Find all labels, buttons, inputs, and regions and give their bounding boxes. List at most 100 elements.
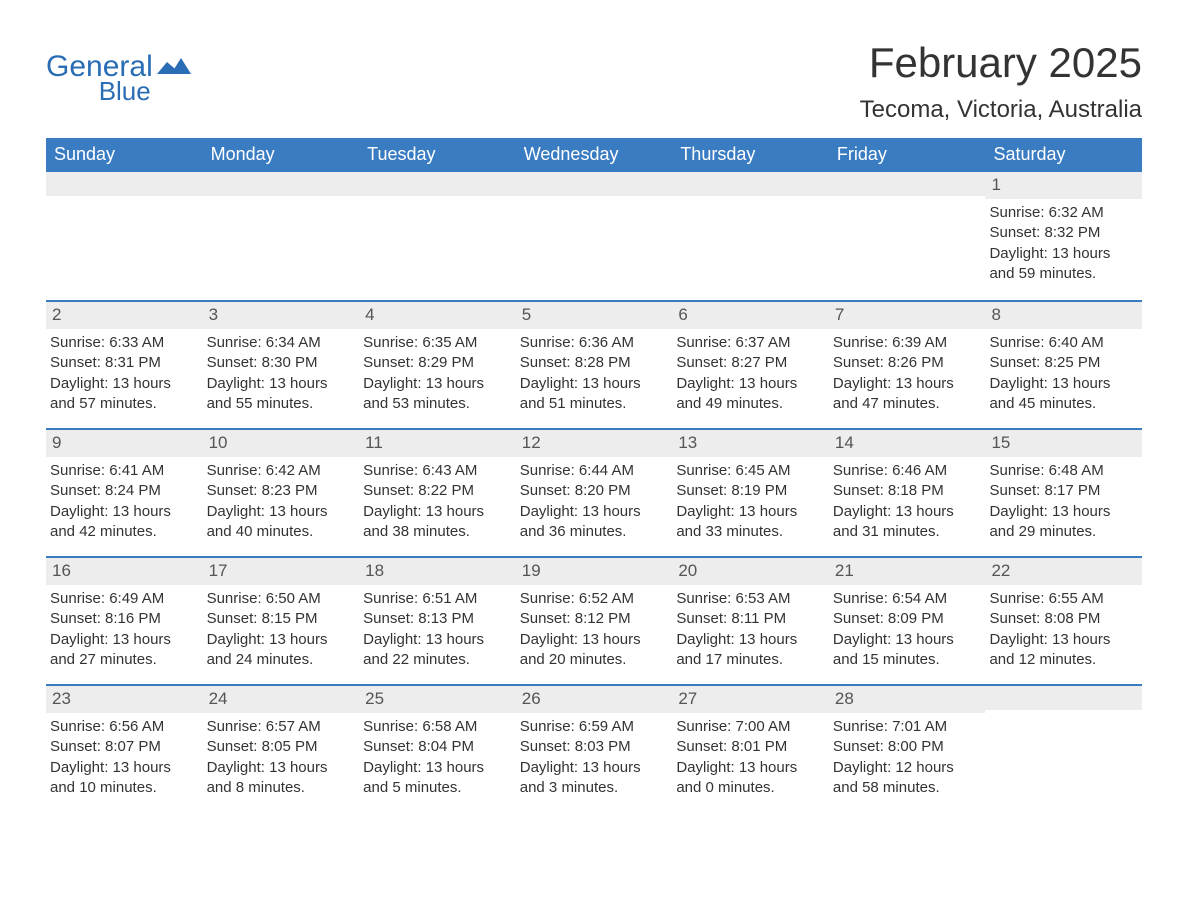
day-number: 27 (672, 686, 829, 713)
day-number: 14 (829, 430, 986, 457)
day-daylight1: Daylight: 13 hours (676, 502, 823, 522)
day-sunset: Sunset: 8:30 PM (207, 353, 354, 373)
day-cell: 12Sunrise: 6:44 AMSunset: 8:20 PMDayligh… (516, 430, 673, 556)
day-cell: 20Sunrise: 6:53 AMSunset: 8:11 PMDayligh… (672, 558, 829, 684)
day-sunset: Sunset: 8:05 PM (207, 737, 354, 757)
day-daylight2: and 17 minutes. (676, 650, 823, 670)
day-daylight2: and 40 minutes. (207, 522, 354, 542)
flag-icon (157, 56, 191, 84)
day-daylight1: Daylight: 12 hours (833, 758, 980, 778)
day-sunrise: Sunrise: 6:54 AM (833, 589, 980, 609)
day-daylight2: and 10 minutes. (50, 778, 197, 798)
day-cell (672, 172, 829, 300)
day-cell: 19Sunrise: 6:52 AMSunset: 8:12 PMDayligh… (516, 558, 673, 684)
day-number: 19 (516, 558, 673, 585)
day-daylight1: Daylight: 13 hours (207, 758, 354, 778)
day-number: 2 (46, 302, 203, 329)
day-header-row: SundayMondayTuesdayWednesdayThursdayFrid… (46, 138, 1142, 172)
day-sunrise: Sunrise: 6:40 AM (989, 333, 1136, 353)
day-cell: 18Sunrise: 6:51 AMSunset: 8:13 PMDayligh… (359, 558, 516, 684)
day-cell (516, 172, 673, 300)
day-daylight2: and 36 minutes. (520, 522, 667, 542)
day-sunset: Sunset: 8:15 PM (207, 609, 354, 629)
day-cell: 21Sunrise: 6:54 AMSunset: 8:09 PMDayligh… (829, 558, 986, 684)
day-daylight2: and 59 minutes. (989, 264, 1136, 284)
day-number: 6 (672, 302, 829, 329)
day-sunrise: Sunrise: 6:57 AM (207, 717, 354, 737)
day-daylight2: and 12 minutes. (989, 650, 1136, 670)
day-number-empty (203, 172, 360, 196)
day-sunset: Sunset: 8:29 PM (363, 353, 510, 373)
day-header-cell: Monday (203, 138, 360, 172)
day-number-empty (516, 172, 673, 196)
day-daylight2: and 49 minutes. (676, 394, 823, 414)
day-sunrise: Sunrise: 7:01 AM (833, 717, 980, 737)
day-number: 22 (985, 558, 1142, 585)
day-header-cell: Saturday (985, 138, 1142, 172)
day-number-empty (672, 172, 829, 196)
day-daylight1: Daylight: 13 hours (989, 244, 1136, 264)
day-sunrise: Sunrise: 6:41 AM (50, 461, 197, 481)
day-sunrise: Sunrise: 6:58 AM (363, 717, 510, 737)
day-sunset: Sunset: 8:28 PM (520, 353, 667, 373)
day-cell (359, 172, 516, 300)
day-sunset: Sunset: 8:04 PM (363, 737, 510, 757)
day-sunrise: Sunrise: 6:52 AM (520, 589, 667, 609)
day-number: 25 (359, 686, 516, 713)
day-cell: 9Sunrise: 6:41 AMSunset: 8:24 PMDaylight… (46, 430, 203, 556)
day-number: 15 (985, 430, 1142, 457)
day-daylight2: and 27 minutes. (50, 650, 197, 670)
day-number: 5 (516, 302, 673, 329)
day-number-empty (829, 172, 986, 196)
day-daylight1: Daylight: 13 hours (676, 374, 823, 394)
day-daylight1: Daylight: 13 hours (207, 502, 354, 522)
day-daylight1: Daylight: 13 hours (833, 502, 980, 522)
day-header-cell: Wednesday (516, 138, 673, 172)
day-cell: 4Sunrise: 6:35 AMSunset: 8:29 PMDaylight… (359, 302, 516, 428)
day-daylight1: Daylight: 13 hours (833, 630, 980, 650)
day-sunset: Sunset: 8:17 PM (989, 481, 1136, 501)
day-sunset: Sunset: 8:18 PM (833, 481, 980, 501)
day-sunset: Sunset: 8:07 PM (50, 737, 197, 757)
day-sunrise: Sunrise: 6:37 AM (676, 333, 823, 353)
day-cell (829, 172, 986, 300)
day-daylight1: Daylight: 13 hours (989, 502, 1136, 522)
day-sunrise: Sunrise: 6:34 AM (207, 333, 354, 353)
day-cell: 11Sunrise: 6:43 AMSunset: 8:22 PMDayligh… (359, 430, 516, 556)
day-daylight2: and 55 minutes. (207, 394, 354, 414)
day-daylight2: and 31 minutes. (833, 522, 980, 542)
day-cell: 22Sunrise: 6:55 AMSunset: 8:08 PMDayligh… (985, 558, 1142, 684)
day-cell: 16Sunrise: 6:49 AMSunset: 8:16 PMDayligh… (46, 558, 203, 684)
day-number: 20 (672, 558, 829, 585)
day-cell: 27Sunrise: 7:00 AMSunset: 8:01 PMDayligh… (672, 686, 829, 812)
day-daylight1: Daylight: 13 hours (207, 374, 354, 394)
day-cell: 10Sunrise: 6:42 AMSunset: 8:23 PMDayligh… (203, 430, 360, 556)
day-sunrise: Sunrise: 6:46 AM (833, 461, 980, 481)
day-daylight1: Daylight: 13 hours (676, 758, 823, 778)
day-cell (46, 172, 203, 300)
day-sunset: Sunset: 8:03 PM (520, 737, 667, 757)
day-sunrise: Sunrise: 6:35 AM (363, 333, 510, 353)
day-sunset: Sunset: 8:13 PM (363, 609, 510, 629)
day-sunset: Sunset: 8:09 PM (833, 609, 980, 629)
day-sunrise: Sunrise: 6:39 AM (833, 333, 980, 353)
day-daylight2: and 24 minutes. (207, 650, 354, 670)
day-number: 17 (203, 558, 360, 585)
day-daylight2: and 45 minutes. (989, 394, 1136, 414)
day-sunrise: Sunrise: 6:45 AM (676, 461, 823, 481)
day-sunrise: Sunrise: 6:59 AM (520, 717, 667, 737)
day-daylight1: Daylight: 13 hours (363, 502, 510, 522)
day-cell: 8Sunrise: 6:40 AMSunset: 8:25 PMDaylight… (985, 302, 1142, 428)
week-row: 16Sunrise: 6:49 AMSunset: 8:16 PMDayligh… (46, 556, 1142, 684)
day-daylight2: and 47 minutes. (833, 394, 980, 414)
day-sunrise: Sunrise: 7:00 AM (676, 717, 823, 737)
day-daylight1: Daylight: 13 hours (363, 374, 510, 394)
day-sunrise: Sunrise: 6:42 AM (207, 461, 354, 481)
day-daylight1: Daylight: 13 hours (50, 630, 197, 650)
day-cell: 15Sunrise: 6:48 AMSunset: 8:17 PMDayligh… (985, 430, 1142, 556)
week-row: 1Sunrise: 6:32 AMSunset: 8:32 PMDaylight… (46, 172, 1142, 300)
day-sunrise: Sunrise: 6:50 AM (207, 589, 354, 609)
day-number: 13 (672, 430, 829, 457)
day-number: 11 (359, 430, 516, 457)
day-cell: 2Sunrise: 6:33 AMSunset: 8:31 PMDaylight… (46, 302, 203, 428)
